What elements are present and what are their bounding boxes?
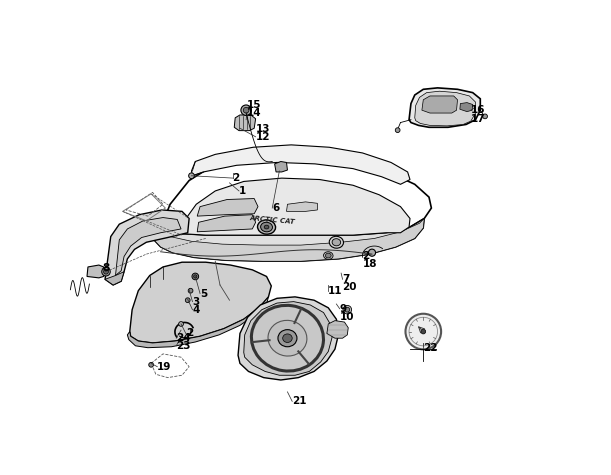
Text: 6: 6 — [273, 203, 279, 213]
Polygon shape — [151, 218, 424, 261]
Ellipse shape — [268, 320, 307, 356]
Polygon shape — [87, 265, 104, 278]
Ellipse shape — [332, 238, 341, 246]
Ellipse shape — [241, 105, 251, 115]
Ellipse shape — [395, 128, 400, 133]
Ellipse shape — [101, 267, 110, 276]
Polygon shape — [105, 272, 124, 285]
Text: 8: 8 — [102, 263, 109, 274]
Polygon shape — [182, 178, 410, 235]
Polygon shape — [191, 145, 410, 184]
Ellipse shape — [326, 253, 331, 258]
Ellipse shape — [421, 329, 426, 334]
Polygon shape — [422, 96, 458, 113]
Text: 7: 7 — [343, 274, 350, 285]
Ellipse shape — [368, 249, 376, 256]
Ellipse shape — [178, 322, 183, 326]
Polygon shape — [161, 154, 431, 235]
Ellipse shape — [192, 273, 199, 280]
Text: 19: 19 — [157, 361, 172, 372]
Ellipse shape — [189, 173, 194, 179]
Ellipse shape — [406, 314, 441, 350]
Text: 2: 2 — [362, 250, 370, 261]
Polygon shape — [238, 297, 338, 380]
Ellipse shape — [264, 225, 269, 229]
Text: 2: 2 — [232, 173, 240, 183]
Ellipse shape — [185, 298, 190, 303]
Text: 1: 1 — [239, 186, 246, 196]
Text: 24: 24 — [177, 333, 191, 343]
Ellipse shape — [345, 307, 349, 312]
Text: 11: 11 — [328, 285, 343, 296]
Polygon shape — [244, 302, 332, 375]
Ellipse shape — [324, 252, 333, 259]
Text: 13: 13 — [255, 124, 270, 134]
Polygon shape — [130, 262, 271, 343]
Polygon shape — [197, 199, 258, 216]
Text: 14: 14 — [247, 108, 262, 118]
Ellipse shape — [243, 107, 249, 113]
Text: 15: 15 — [247, 100, 262, 111]
Ellipse shape — [261, 222, 273, 232]
Text: 17: 17 — [471, 114, 485, 124]
Ellipse shape — [104, 269, 108, 274]
Polygon shape — [460, 103, 473, 112]
Text: 22: 22 — [423, 342, 438, 353]
Ellipse shape — [329, 236, 343, 248]
Text: 2: 2 — [186, 328, 193, 339]
Ellipse shape — [283, 334, 292, 342]
Ellipse shape — [258, 220, 276, 234]
Text: 21: 21 — [292, 396, 307, 407]
Polygon shape — [287, 202, 317, 211]
Text: ARCTIC CAT: ARCTIC CAT — [249, 215, 295, 225]
Polygon shape — [115, 218, 181, 276]
Polygon shape — [274, 162, 287, 172]
Text: 12: 12 — [255, 132, 270, 142]
Text: 10: 10 — [340, 312, 354, 323]
Polygon shape — [415, 91, 475, 126]
Polygon shape — [105, 210, 189, 285]
Polygon shape — [234, 115, 255, 131]
Polygon shape — [127, 297, 268, 348]
Polygon shape — [153, 218, 424, 261]
Text: 4: 4 — [192, 304, 200, 315]
Ellipse shape — [483, 114, 488, 119]
Polygon shape — [197, 215, 255, 232]
Text: 5: 5 — [200, 288, 207, 299]
Text: 3: 3 — [192, 296, 200, 307]
Ellipse shape — [148, 362, 153, 367]
Text: 16: 16 — [471, 105, 485, 115]
Polygon shape — [327, 321, 348, 338]
Text: 18: 18 — [362, 258, 377, 269]
Ellipse shape — [194, 275, 197, 278]
Text: 23: 23 — [177, 341, 191, 351]
Text: 20: 20 — [343, 282, 357, 293]
Polygon shape — [409, 88, 480, 127]
Text: 9: 9 — [340, 304, 347, 314]
Ellipse shape — [278, 330, 297, 347]
Ellipse shape — [188, 288, 193, 293]
Ellipse shape — [343, 305, 351, 314]
